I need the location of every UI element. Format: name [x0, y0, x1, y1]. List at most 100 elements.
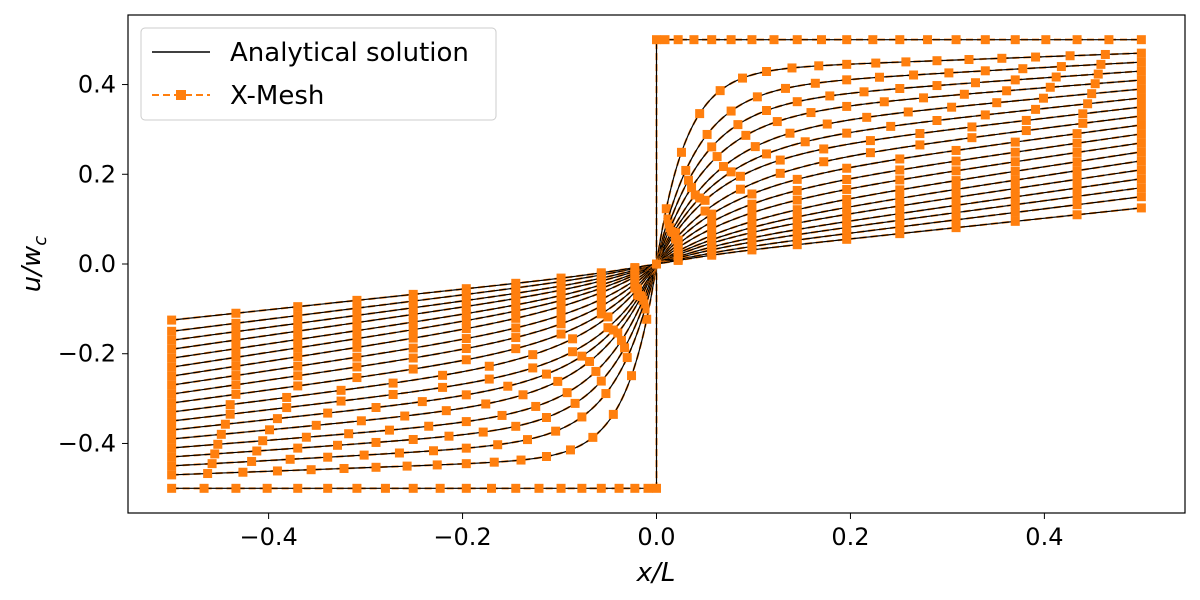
xmesh-marker — [556, 301, 566, 311]
xmesh-marker — [432, 460, 442, 470]
xmesh-marker — [620, 343, 630, 353]
xmesh-marker — [231, 389, 241, 399]
xmesh-marker — [1087, 89, 1097, 99]
xmesh-marker — [167, 335, 177, 345]
xmesh-marker — [1038, 93, 1048, 103]
xmesh-marker — [301, 432, 311, 442]
xmesh-marker — [238, 467, 248, 477]
xmesh-marker — [707, 217, 717, 227]
xmesh-marker — [1010, 216, 1020, 226]
xmesh-marker — [352, 373, 362, 383]
xmesh-marker — [461, 284, 471, 294]
xmesh-marker — [167, 416, 177, 426]
xmesh-marker — [842, 209, 852, 219]
xmesh-marker — [225, 400, 235, 410]
xmesh-marker — [511, 333, 521, 343]
xmesh-marker — [842, 234, 852, 244]
xmesh-marker — [1136, 57, 1146, 67]
xmesh-marker — [371, 462, 381, 472]
xmesh-marker — [1010, 207, 1020, 217]
xmesh-marker — [585, 356, 595, 366]
xmesh-marker — [461, 483, 471, 493]
xmesh-marker — [792, 195, 802, 205]
xmesh-marker — [293, 381, 303, 391]
xmesh-marker — [819, 144, 829, 154]
xmesh-marker — [915, 140, 925, 150]
xmesh-marker — [408, 289, 418, 299]
xmesh-marker — [951, 176, 961, 186]
xmesh-marker — [556, 295, 566, 305]
xmesh-marker — [293, 361, 303, 371]
xmesh-marker — [707, 35, 717, 45]
xmesh-marker — [352, 483, 362, 493]
xmesh-marker — [603, 312, 613, 322]
xmesh-marker — [842, 101, 852, 111]
xmesh-marker — [336, 385, 346, 395]
xmesh-marker — [461, 324, 471, 334]
xmesh-marker — [862, 112, 872, 122]
xmesh-marker — [951, 223, 961, 233]
xmesh-marker — [167, 389, 177, 399]
xmesh-marker — [951, 200, 961, 210]
xmesh-marker — [167, 425, 177, 435]
xmesh-marker — [408, 343, 418, 353]
xmesh-marker — [676, 147, 686, 157]
xmesh-marker — [493, 440, 503, 450]
xmesh-marker — [810, 78, 820, 88]
xmesh-marker — [700, 206, 710, 216]
xmesh-marker — [747, 189, 757, 199]
xmesh-marker — [402, 461, 412, 471]
xmesh-marker — [461, 309, 471, 319]
xmesh-marker — [441, 406, 451, 416]
xmesh-marker — [1136, 48, 1146, 58]
xmesh-marker — [272, 414, 282, 424]
y-tick-label: 0.0 — [78, 250, 116, 278]
xmesh-marker — [293, 326, 303, 336]
xmesh-marker — [614, 483, 624, 493]
xmesh-marker — [577, 351, 587, 361]
xmesh-marker — [1072, 200, 1082, 210]
xmesh-marker — [556, 310, 566, 320]
xmesh-marker — [707, 224, 717, 234]
xmesh-marker — [683, 175, 693, 185]
xmesh-marker — [1072, 191, 1082, 201]
xmesh-marker — [484, 374, 494, 384]
xmesh-marker — [741, 130, 751, 140]
xmesh-marker — [842, 184, 852, 194]
xmesh-marker — [262, 483, 272, 493]
xmesh-marker — [616, 335, 626, 345]
xmesh-marker — [964, 55, 974, 65]
y-axis-label-subscript: c — [30, 236, 51, 246]
xmesh-marker — [553, 376, 563, 386]
xmesh-marker — [1072, 157, 1082, 167]
xmesh-marker — [814, 61, 824, 71]
xmesh-marker — [967, 122, 977, 132]
xmesh-marker — [967, 133, 977, 143]
xmesh-marker — [1072, 129, 1082, 139]
xmesh-marker — [1010, 157, 1020, 167]
xmesh-marker — [1072, 138, 1082, 148]
xmesh-marker — [534, 483, 544, 493]
xmesh-marker — [461, 443, 471, 453]
xmesh-marker — [687, 183, 697, 193]
xmesh-marker — [293, 352, 303, 362]
xmesh-marker — [1010, 200, 1020, 210]
xmesh-marker — [541, 452, 551, 461]
xmesh-marker — [842, 217, 852, 227]
xmesh-marker — [408, 296, 418, 306]
xmesh-marker — [661, 204, 671, 214]
xmesh-marker — [1018, 64, 1028, 74]
xmesh-marker — [642, 314, 652, 324]
xmesh-marker — [1010, 75, 1020, 85]
xmesh-marker — [1083, 99, 1093, 109]
xmesh-marker — [1136, 174, 1146, 184]
xmesh-marker — [1010, 175, 1020, 185]
xmesh-marker — [511, 323, 521, 333]
xmesh-marker — [408, 317, 418, 327]
xmesh-marker — [596, 301, 606, 311]
xmesh-marker — [203, 469, 213, 479]
y-tick-label: −0.2 — [58, 340, 116, 368]
xmesh-marker — [511, 288, 521, 298]
xmesh-marker — [762, 149, 772, 159]
xmesh-marker — [1136, 66, 1146, 76]
